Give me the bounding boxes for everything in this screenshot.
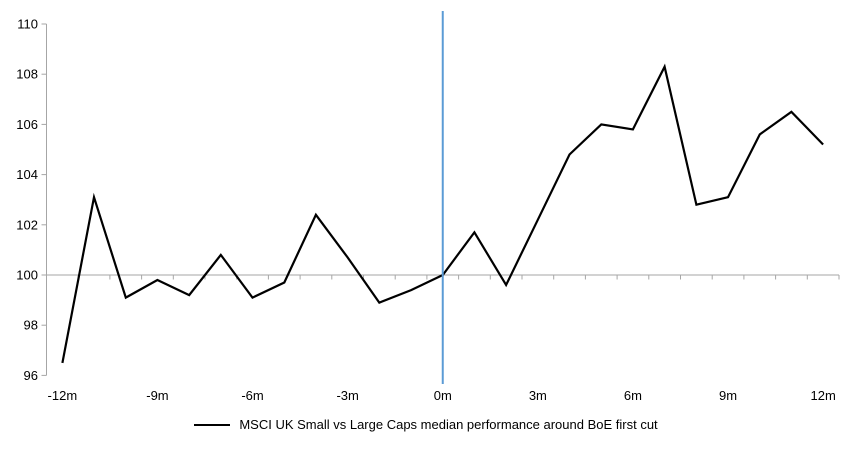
x-axis-label: -6m bbox=[241, 388, 263, 403]
x-axis-label: -3m bbox=[336, 388, 358, 403]
y-axis-label: 106 bbox=[16, 117, 38, 132]
y-axis-label: 104 bbox=[16, 167, 38, 182]
x-axis-label: 6m bbox=[624, 388, 642, 403]
x-axis-label: 0m bbox=[434, 388, 452, 403]
y-axis-label: 102 bbox=[16, 217, 38, 232]
y-axis-label: 100 bbox=[16, 268, 38, 283]
y-axis-label: 98 bbox=[24, 318, 38, 333]
legend-line-swatch bbox=[194, 423, 231, 426]
x-axis-label: 9m bbox=[719, 388, 737, 403]
x-axis-label: 12m bbox=[811, 388, 836, 403]
y-axis-label: 110 bbox=[17, 17, 38, 32]
y-axis-label: 108 bbox=[16, 67, 38, 82]
legend-label: MSCI UK Small vs Large Caps median perfo… bbox=[239, 417, 658, 432]
x-axis-label: 3m bbox=[529, 388, 547, 403]
x-axis-label: -12m bbox=[48, 388, 78, 403]
legend: MSCI UK Small vs Large Caps median perfo… bbox=[0, 417, 852, 432]
y-axis-label: 96 bbox=[24, 368, 38, 383]
x-axis-label: -9m bbox=[146, 388, 168, 403]
